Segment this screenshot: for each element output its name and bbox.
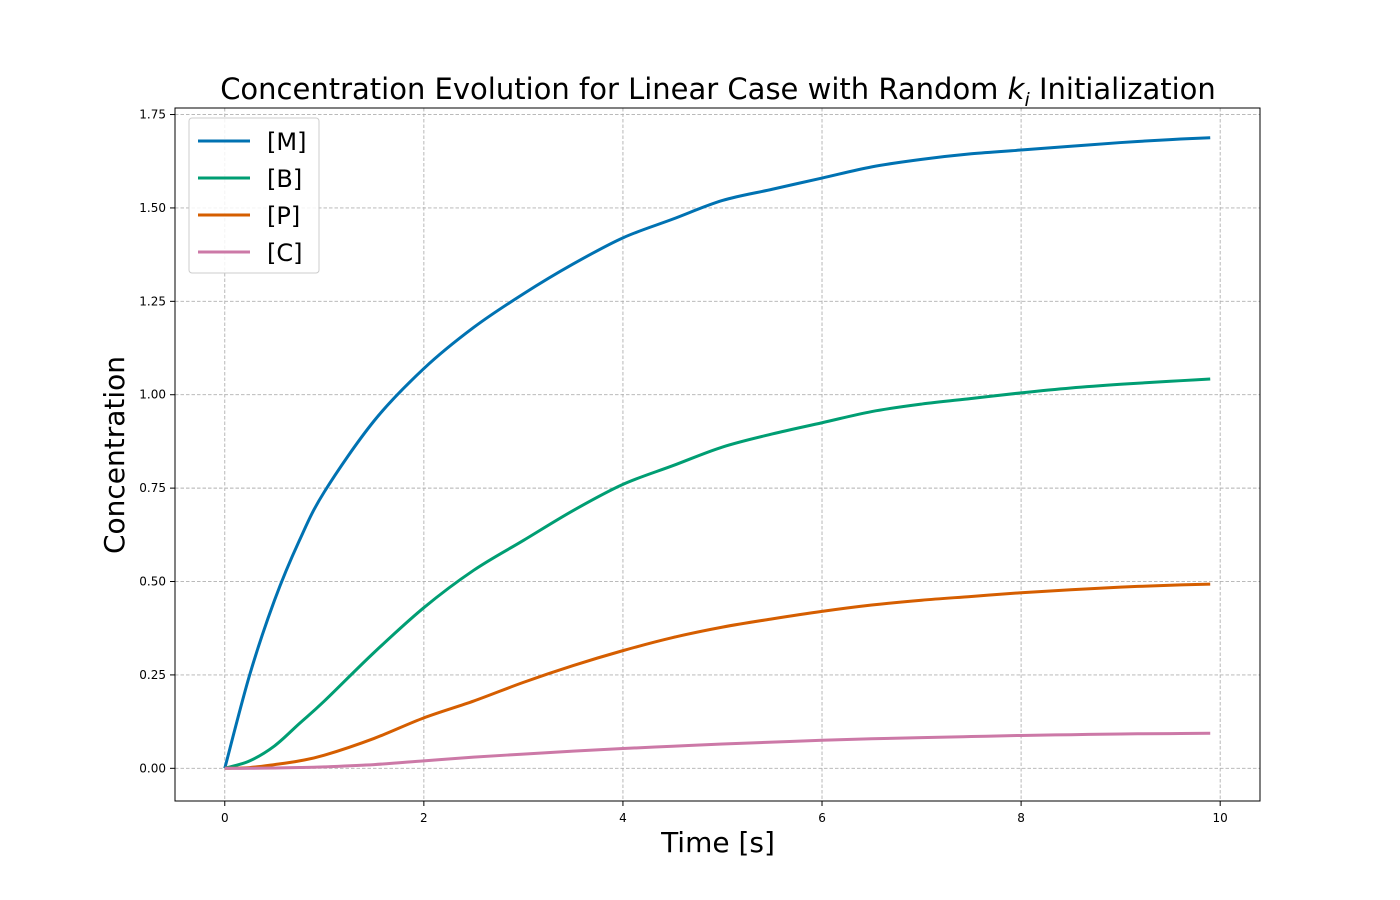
series-line-p (224, 582, 1211, 770)
legend: [M] [B] [P] [C] (188, 117, 320, 274)
y-tick-label: 0.75 (139, 481, 166, 495)
axis-ticks: 0 2 4 6 8 10 0.00 0.25 0.50 0.75 1.00 1.25 1.50 1.75 (139, 108, 1228, 825)
plot-area-frame (174, 107, 1261, 802)
chart-title: Concentration Evolution for Linear Case … (220, 72, 1216, 111)
series-line-c (224, 731, 1211, 770)
x-tick-label: 0 (221, 811, 229, 825)
y-tick-label: 1.75 (139, 108, 166, 122)
y-tick-label: 1.25 (139, 294, 166, 308)
series-line-b (224, 377, 1211, 770)
y-axis-label: Concentration (98, 356, 131, 554)
series-line-m (223, 136, 1211, 769)
legend-label-b: [B] (267, 165, 302, 193)
x-tick-label: 4 (619, 811, 627, 825)
x-tick-label: 6 (818, 811, 826, 825)
series-lines (223, 136, 1211, 770)
x-tick-label: 10 (1213, 811, 1228, 825)
legend-label-m: [M] (267, 128, 306, 156)
x-tick-label: 8 (1017, 811, 1025, 825)
x-tick-label: 2 (420, 811, 428, 825)
chart-title-prefix: Concentration Evolution for Linear Case … (220, 72, 1007, 106)
y-tick-label: 1.50 (139, 201, 166, 215)
y-tick-label: 0.00 (139, 761, 166, 775)
chart-title-subscript: i (1024, 89, 1030, 111)
grid (175, 108, 1260, 801)
legend-label-p: [P] (267, 202, 300, 230)
y-tick-label: 1.00 (139, 388, 166, 402)
x-axis-label: Time [s] (660, 826, 775, 859)
y-tick-label: 0.50 (139, 575, 166, 589)
chart-title-symbol: k (1008, 72, 1026, 106)
chart-title-suffix: Initialization (1030, 72, 1216, 106)
legend-box (188, 117, 320, 274)
y-tick-label: 0.25 (139, 668, 166, 682)
legend-label-c: [C] (267, 239, 302, 267)
